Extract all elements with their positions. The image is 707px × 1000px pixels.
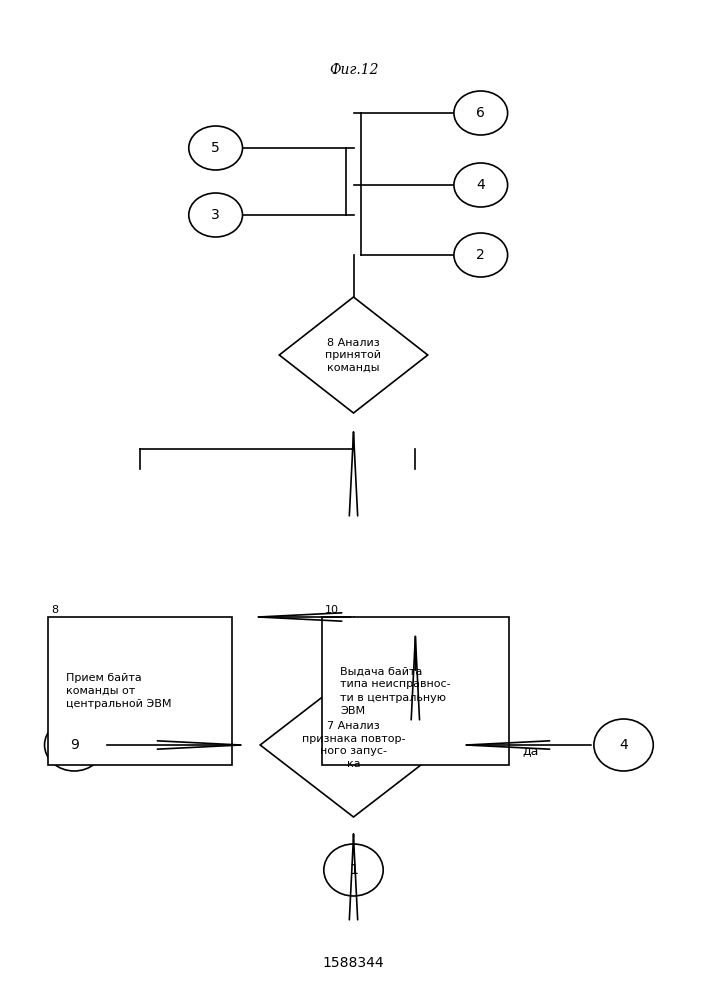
Text: 10: 10	[325, 605, 339, 615]
Text: 8: 8	[51, 605, 58, 615]
Text: Фиг.12: Фиг.12	[329, 63, 378, 77]
Text: 4: 4	[619, 738, 628, 752]
Ellipse shape	[189, 193, 243, 237]
Text: Выдача байта
типа неисправнос-
ти в центральную
ЭВМ: Выдача байта типа неисправнос- ти в цент…	[341, 666, 451, 716]
Text: 2: 2	[477, 248, 485, 262]
Bar	[48, 617, 232, 765]
Text: 3: 3	[211, 208, 220, 222]
Text: 4: 4	[477, 178, 485, 192]
Polygon shape	[260, 673, 447, 817]
Ellipse shape	[454, 91, 508, 135]
Text: 5: 5	[211, 141, 220, 155]
Text: нет: нет	[151, 744, 174, 757]
Ellipse shape	[594, 719, 653, 771]
Text: Прием байта
команды от
центральной ЭВМ: Прием байта команды от центральной ЭВМ	[66, 673, 172, 709]
Text: 1588344: 1588344	[322, 956, 385, 970]
Text: 7 Анализ
признака повтор-
ного запус-
ка: 7 Анализ признака повтор- ного запус- ка	[302, 721, 405, 769]
Text: 1: 1	[349, 863, 358, 877]
Ellipse shape	[45, 719, 104, 771]
Text: да: да	[522, 744, 539, 757]
Text: 6: 6	[477, 106, 485, 120]
Text: 9: 9	[70, 738, 78, 752]
Ellipse shape	[324, 844, 383, 896]
Ellipse shape	[454, 233, 508, 277]
Polygon shape	[279, 297, 428, 413]
Ellipse shape	[189, 126, 243, 170]
Text: 8 Анализ
принятой
команды: 8 Анализ принятой команды	[325, 338, 382, 372]
Bar	[322, 617, 509, 765]
Ellipse shape	[454, 163, 508, 207]
